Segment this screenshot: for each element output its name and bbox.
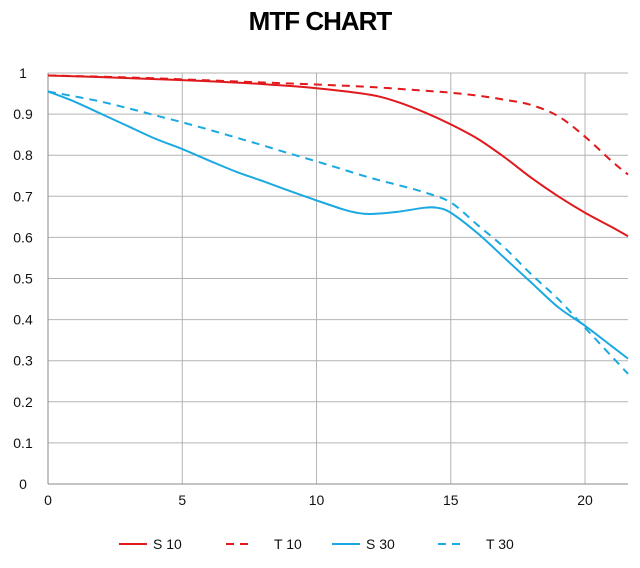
x-tick-label: 20 — [577, 492, 593, 508]
x-tick-label: 5 — [178, 492, 186, 508]
x-tick-label: 15 — [443, 492, 459, 508]
y-tick-label: 0.2 — [13, 394, 33, 410]
axes: 00.10.20.30.40.50.60.70.80.910 5 10 15 20 — [13, 65, 628, 508]
y-tick-label: 0.7 — [13, 188, 33, 204]
y-tick-label: 0.3 — [13, 353, 33, 369]
legend-label-t-30: T 30 — [486, 536, 514, 552]
chart-title: MTF CHART — [248, 6, 393, 36]
grid — [48, 72, 628, 485]
legend: S 10 T 10 S 30 T 30 — [119, 536, 514, 552]
y-tick-label: 0.1 — [13, 435, 33, 451]
y-tick-label: 0.4 — [13, 312, 33, 328]
y-tick-label: 0.6 — [13, 229, 33, 245]
y-tick-label: 0.8 — [13, 147, 33, 163]
series-line-t-30 — [47, 90, 629, 375]
series-line-s-30 — [47, 90, 629, 360]
x-tick-label: 0 — [44, 492, 52, 508]
series-lines — [47, 74, 629, 375]
legend-label-s-30: S 30 — [366, 536, 395, 552]
x-tick-label: 10 — [309, 492, 325, 508]
legend-label-t-10: T 10 — [274, 536, 302, 552]
series-line-s-10 — [47, 74, 629, 238]
y-tick-label: 0 — [19, 476, 27, 492]
legend-label-s-10: S 10 — [153, 536, 182, 552]
y-tick-label: 0.9 — [13, 106, 33, 122]
y-tick-label: 1 — [19, 65, 27, 81]
y-tick-label: 0.5 — [13, 271, 33, 287]
